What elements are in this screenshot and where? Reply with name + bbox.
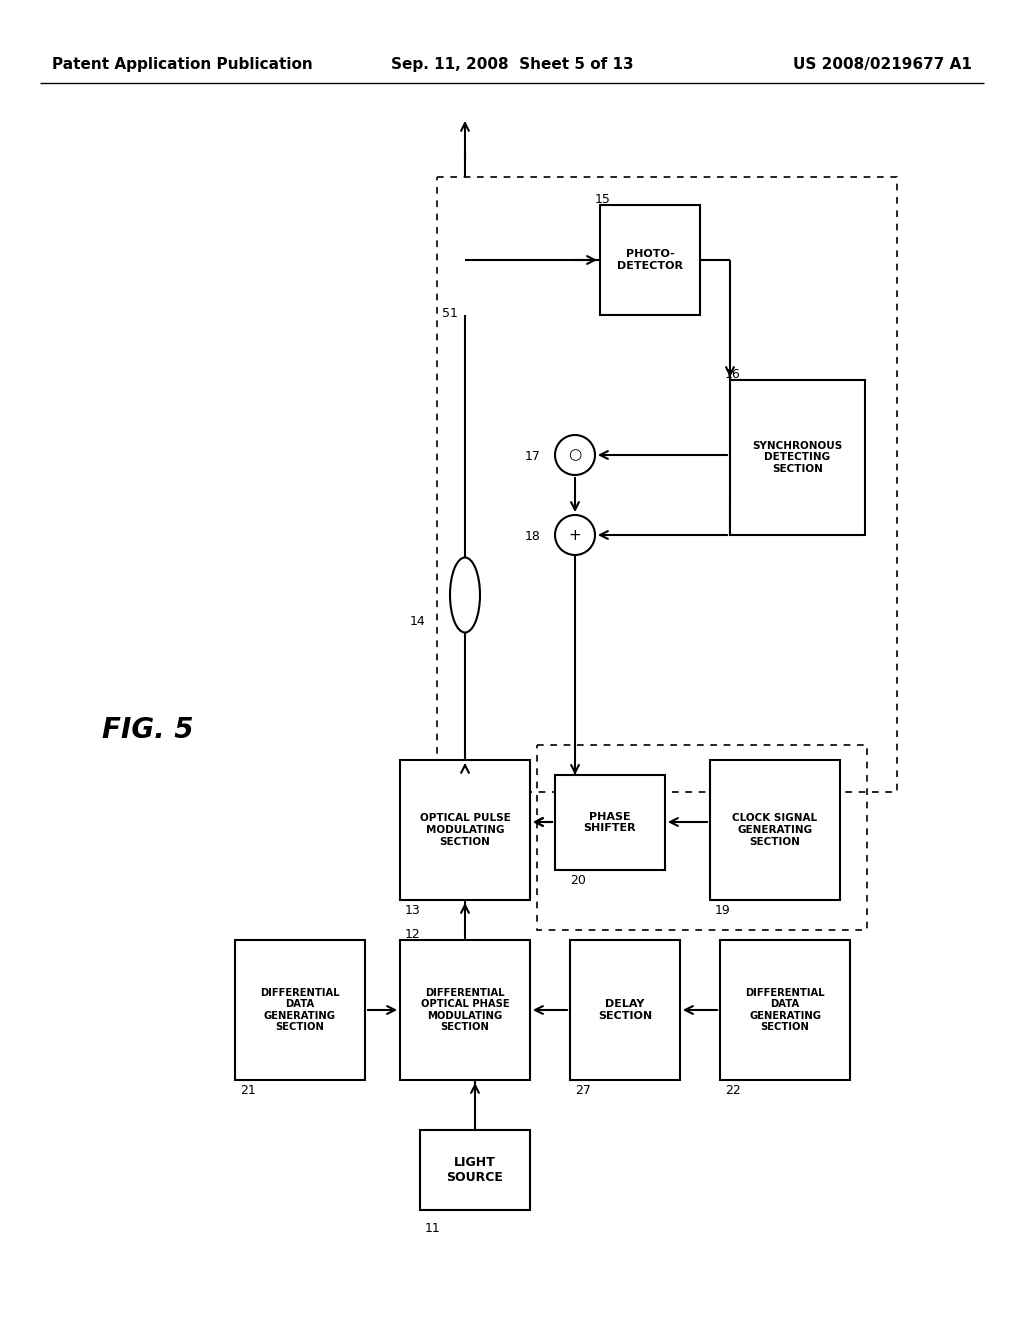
- Bar: [234, 940, 365, 1080]
- Circle shape: [555, 515, 595, 554]
- Text: 18: 18: [525, 531, 541, 543]
- Text: 13: 13: [406, 904, 421, 917]
- Text: 19: 19: [715, 904, 731, 917]
- Text: 21: 21: [240, 1084, 256, 1097]
- Bar: [400, 760, 530, 900]
- Text: 16: 16: [725, 368, 740, 381]
- Text: US 2008/0219677 A1: US 2008/0219677 A1: [794, 58, 972, 73]
- Text: ○: ○: [568, 447, 582, 462]
- Ellipse shape: [450, 557, 480, 632]
- Bar: [720, 940, 850, 1080]
- Bar: [555, 775, 665, 870]
- Bar: [710, 760, 840, 900]
- Text: LIGHT
SOURCE: LIGHT SOURCE: [446, 1156, 504, 1184]
- Text: DIFFERENTIAL
OPTICAL PHASE
MODULATING
SECTION: DIFFERENTIAL OPTICAL PHASE MODULATING SE…: [421, 987, 509, 1032]
- Text: 14: 14: [410, 615, 426, 628]
- Text: 15: 15: [595, 193, 611, 206]
- Text: SYNCHRONOUS
DETECTING
SECTION: SYNCHRONOUS DETECTING SECTION: [753, 441, 843, 474]
- Bar: [437, 177, 897, 792]
- Text: 27: 27: [575, 1084, 591, 1097]
- Text: DIFFERENTIAL
DATA
GENERATING
SECTION: DIFFERENTIAL DATA GENERATING SECTION: [260, 987, 340, 1032]
- Text: FIG. 5: FIG. 5: [102, 715, 194, 744]
- Bar: [570, 940, 680, 1080]
- Bar: [400, 940, 530, 1080]
- Text: PHOTO-
DETECTOR: PHOTO- DETECTOR: [617, 249, 683, 271]
- Bar: [600, 205, 700, 315]
- Text: 17: 17: [525, 450, 541, 463]
- Text: 12: 12: [406, 928, 421, 941]
- Circle shape: [555, 436, 595, 475]
- Text: DELAY
SECTION: DELAY SECTION: [598, 999, 652, 1020]
- Text: PHASE
SHIFTER: PHASE SHIFTER: [584, 812, 636, 833]
- Bar: [537, 744, 867, 931]
- Text: Sep. 11, 2008  Sheet 5 of 13: Sep. 11, 2008 Sheet 5 of 13: [391, 58, 633, 73]
- Text: OPTICAL PULSE
MODULATING
SECTION: OPTICAL PULSE MODULATING SECTION: [420, 813, 510, 846]
- Text: +: +: [568, 528, 582, 543]
- Text: 20: 20: [570, 874, 586, 887]
- Text: 11: 11: [425, 1222, 440, 1236]
- Bar: [730, 380, 865, 535]
- Text: CLOCK SIGNAL
GENERATING
SECTION: CLOCK SIGNAL GENERATING SECTION: [732, 813, 817, 846]
- Text: 22: 22: [725, 1084, 740, 1097]
- Bar: [420, 1130, 530, 1210]
- Text: DIFFERENTIAL
DATA
GENERATING
SECTION: DIFFERENTIAL DATA GENERATING SECTION: [745, 987, 824, 1032]
- Text: 51: 51: [442, 308, 458, 319]
- Text: Patent Application Publication: Patent Application Publication: [52, 58, 312, 73]
